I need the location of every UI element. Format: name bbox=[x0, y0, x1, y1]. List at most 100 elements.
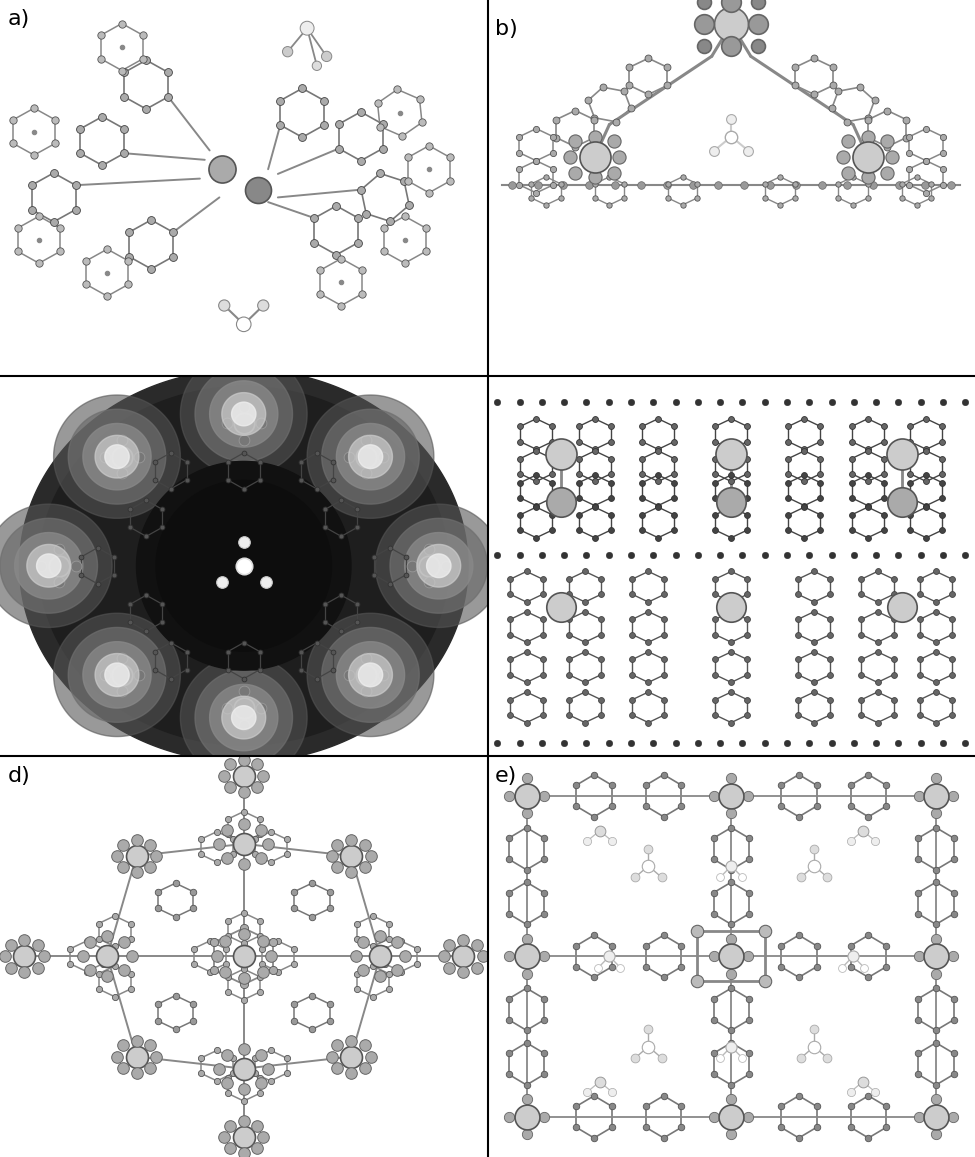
Point bbox=[293, 471, 309, 489]
Point bbox=[571, 488, 587, 507]
Point bbox=[353, 180, 369, 199]
Polygon shape bbox=[68, 627, 166, 722]
Point bbox=[48, 134, 63, 153]
Point bbox=[876, 506, 891, 524]
Point bbox=[309, 670, 325, 688]
Point bbox=[870, 683, 885, 701]
Point bbox=[723, 472, 739, 491]
Point bbox=[95, 939, 110, 958]
Point bbox=[68, 176, 84, 194]
Point bbox=[309, 57, 325, 75]
Point bbox=[898, 128, 914, 147]
Point bbox=[519, 683, 534, 701]
Point bbox=[902, 127, 917, 146]
Point bbox=[219, 1074, 235, 1092]
Point bbox=[351, 208, 367, 227]
Point bbox=[114, 665, 130, 684]
Point bbox=[255, 766, 271, 784]
Point bbox=[844, 433, 860, 451]
Point bbox=[708, 625, 723, 643]
Point bbox=[639, 1118, 654, 1136]
Point bbox=[773, 797, 789, 816]
Point bbox=[359, 205, 374, 223]
Point bbox=[252, 471, 267, 489]
Polygon shape bbox=[136, 462, 351, 670]
Point bbox=[123, 929, 138, 948]
Point bbox=[154, 613, 170, 632]
Point bbox=[178, 661, 194, 679]
Point bbox=[928, 673, 944, 692]
Point bbox=[855, 1073, 871, 1091]
Point bbox=[736, 176, 752, 194]
Point bbox=[773, 776, 789, 795]
Point bbox=[885, 610, 901, 628]
Point bbox=[538, 168, 554, 186]
Point bbox=[741, 850, 757, 869]
Point bbox=[519, 633, 534, 651]
Point bbox=[236, 683, 252, 701]
Point bbox=[365, 907, 380, 926]
Point bbox=[236, 934, 252, 952]
Point bbox=[349, 518, 365, 537]
Point bbox=[250, 756, 265, 774]
Point bbox=[935, 160, 951, 178]
Point bbox=[641, 683, 656, 701]
Point bbox=[381, 929, 397, 948]
Point bbox=[317, 116, 332, 134]
Point bbox=[138, 528, 154, 546]
Point bbox=[309, 633, 325, 651]
Point bbox=[723, 946, 739, 965]
Point bbox=[263, 1041, 279, 1060]
Point bbox=[193, 1064, 209, 1083]
Polygon shape bbox=[195, 670, 292, 765]
Point bbox=[890, 392, 906, 411]
Point bbox=[723, 642, 739, 661]
Text: d): d) bbox=[8, 766, 30, 786]
Point bbox=[708, 418, 723, 436]
Point bbox=[90, 575, 105, 594]
Point bbox=[913, 706, 928, 724]
Point bbox=[349, 980, 365, 998]
Point bbox=[357, 857, 372, 876]
Point bbox=[519, 946, 534, 965]
Point bbox=[741, 828, 757, 847]
Point bbox=[534, 665, 550, 684]
Point bbox=[236, 414, 252, 433]
Point bbox=[757, 735, 772, 753]
Point bbox=[603, 465, 618, 484]
Point bbox=[723, 444, 739, 463]
Point bbox=[193, 1048, 209, 1067]
Point bbox=[706, 905, 722, 923]
Point bbox=[878, 958, 894, 977]
Point bbox=[946, 787, 961, 805]
Point bbox=[595, 78, 610, 96]
Point bbox=[513, 488, 528, 507]
Point bbox=[603, 521, 618, 539]
Point bbox=[928, 642, 944, 661]
Point bbox=[885, 650, 901, 669]
Point bbox=[343, 831, 359, 849]
Point bbox=[501, 1066, 517, 1084]
Point bbox=[571, 521, 587, 539]
Point bbox=[843, 936, 859, 955]
Point bbox=[822, 650, 838, 669]
Polygon shape bbox=[39, 386, 449, 745]
Point bbox=[641, 562, 656, 581]
Point bbox=[553, 189, 568, 207]
Point bbox=[528, 152, 544, 170]
Point bbox=[355, 261, 370, 280]
Point bbox=[581, 176, 597, 194]
Point bbox=[577, 603, 593, 621]
Point bbox=[372, 927, 388, 945]
Point bbox=[325, 661, 340, 679]
Point bbox=[623, 735, 639, 753]
Point bbox=[115, 857, 131, 876]
Point bbox=[788, 76, 803, 95]
Point bbox=[708, 449, 723, 467]
Point bbox=[674, 776, 689, 795]
Point bbox=[773, 936, 789, 955]
Point bbox=[367, 547, 382, 566]
Point bbox=[650, 466, 666, 485]
Point bbox=[935, 735, 951, 753]
Point bbox=[860, 147, 876, 165]
